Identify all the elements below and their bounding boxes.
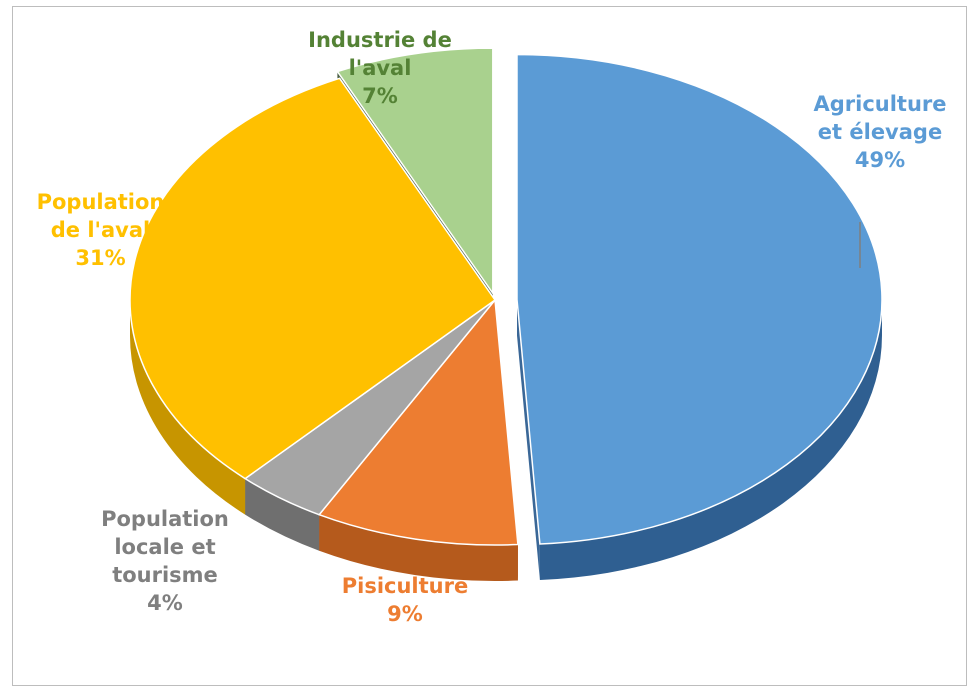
pie-slice-industrie-aval — [336, 47, 494, 296]
slice-label-line: Population — [36, 190, 165, 214]
pie-face-agriculture-1 — [516, 299, 540, 581]
slice-label-line: l'aval — [348, 56, 412, 80]
slice-label-line: tourisme — [112, 563, 218, 587]
slice-label-line: Industrie de — [308, 28, 452, 52]
pie-side-agriculture — [539, 299, 882, 581]
slice-label-line: de l'aval — [50, 218, 151, 242]
slice-label-line: Pisiculture — [341, 574, 469, 598]
slice-percent: 31% — [75, 246, 126, 270]
slice-label-population-locale: Population locale et tourisme 4% — [75, 505, 255, 617]
slice-label-line: Agriculture — [813, 92, 947, 116]
slice-label-line: Population — [101, 507, 229, 531]
slice-percent: 7% — [362, 84, 398, 108]
slice-label-line: et élevage — [817, 120, 943, 144]
pie-slice-pisiculture — [317, 298, 519, 546]
pie-side-population-aval — [130, 300, 246, 515]
slice-percent: 49% — [854, 148, 906, 172]
slice-label-pisiculture: Pisiculture 9% — [320, 572, 490, 628]
slice-label-line: locale et — [114, 535, 216, 559]
slice-percent: 9% — [387, 602, 423, 626]
pie-side-population-locale — [245, 478, 320, 551]
slice-percent: 4% — [147, 591, 183, 615]
pie-side-pisiculture — [319, 514, 518, 581]
pie-slice-population-aval — [129, 77, 497, 480]
slice-label-population-aval: Population de l'aval 31% — [18, 188, 183, 272]
slice-label-industrie-aval: Industrie de l'aval 7% — [290, 26, 470, 110]
slice-label-agriculture: Agriculture et élevage 49% — [800, 90, 960, 174]
pie-slice-agriculture — [516, 53, 883, 545]
